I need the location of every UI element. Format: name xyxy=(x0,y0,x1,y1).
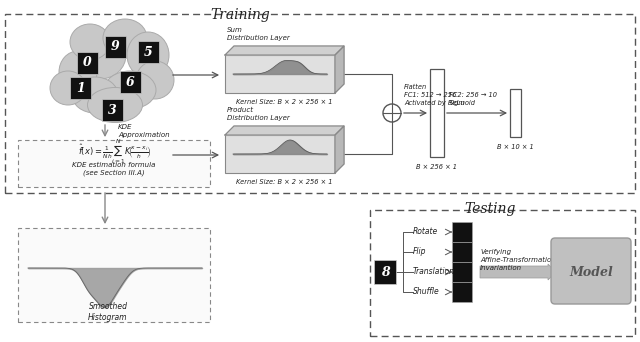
Bar xyxy=(102,99,123,121)
Bar xyxy=(374,260,396,284)
FancyBboxPatch shape xyxy=(551,238,631,304)
Text: Training: Training xyxy=(210,8,270,22)
Text: Kernel Size: B × 2 × 256 × 1: Kernel Size: B × 2 × 256 × 1 xyxy=(236,179,332,185)
Bar xyxy=(430,69,444,157)
Text: 5: 5 xyxy=(144,45,153,58)
Bar xyxy=(225,55,335,93)
Bar xyxy=(225,135,335,173)
Bar xyxy=(105,36,126,58)
Bar xyxy=(510,89,521,137)
Text: Flatten
FC1: 512 → 256
Activated by ReLu: Flatten FC1: 512 → 256 Activated by ReLu xyxy=(404,84,465,106)
Bar xyxy=(18,140,210,187)
Text: Smoothed
Histogram: Smoothed Histogram xyxy=(88,302,128,323)
Text: Translation: Translation xyxy=(413,267,455,276)
Bar xyxy=(77,52,98,74)
Text: B × 256 × 1: B × 256 × 1 xyxy=(417,164,458,170)
Bar xyxy=(452,262,472,282)
Text: 1: 1 xyxy=(76,81,85,94)
Text: Shuffle: Shuffle xyxy=(413,288,440,297)
Ellipse shape xyxy=(59,51,97,93)
Text: B × 10 × 1: B × 10 × 1 xyxy=(497,144,534,150)
Bar xyxy=(18,228,210,322)
Bar xyxy=(452,242,472,262)
Text: KDE estimation formula
(see Section III.A): KDE estimation formula (see Section III.… xyxy=(72,162,156,176)
Text: Testing: Testing xyxy=(464,202,516,216)
Text: Flip: Flip xyxy=(413,248,426,256)
Ellipse shape xyxy=(103,19,147,57)
Bar xyxy=(452,282,472,302)
Bar xyxy=(138,41,159,63)
Ellipse shape xyxy=(127,32,169,78)
Bar xyxy=(370,210,635,336)
Text: FC2: 256 → 10
Sigmoid: FC2: 256 → 10 Sigmoid xyxy=(449,92,497,106)
Ellipse shape xyxy=(50,71,86,105)
Text: $\hat{f}(x) = \frac{1}{Nh}\sum_{i=1}^{N}K\!\left(\!\frac{x-x_i}{h}\!\right)$: $\hat{f}(x) = \frac{1}{Nh}\sum_{i=1}^{N}… xyxy=(77,137,150,167)
Bar xyxy=(70,77,91,99)
Ellipse shape xyxy=(74,31,126,79)
Text: Model: Model xyxy=(569,266,613,279)
Bar xyxy=(452,222,472,242)
Text: Product
Distribution Layer: Product Distribution Layer xyxy=(227,107,290,121)
Text: Kernel Size: B × 2 × 256 × 1: Kernel Size: B × 2 × 256 × 1 xyxy=(236,99,332,105)
Polygon shape xyxy=(225,126,344,135)
Ellipse shape xyxy=(72,77,118,113)
Text: Rotate: Rotate xyxy=(413,227,438,237)
Text: 0: 0 xyxy=(83,56,92,69)
Polygon shape xyxy=(335,46,344,93)
Text: 3: 3 xyxy=(108,104,117,117)
Ellipse shape xyxy=(136,61,174,99)
Bar xyxy=(5,14,635,193)
FancyArrow shape xyxy=(480,264,556,280)
Text: Verifying
Affine-Transformation-
Invariantion: Verifying Affine-Transformation- Invaria… xyxy=(480,249,558,271)
Polygon shape xyxy=(225,46,344,55)
Text: 8: 8 xyxy=(381,265,389,278)
Text: 6: 6 xyxy=(126,76,135,89)
Bar xyxy=(120,71,141,93)
Text: KDE
Approximation: KDE Approximation xyxy=(118,124,170,137)
Ellipse shape xyxy=(104,71,156,109)
Ellipse shape xyxy=(88,88,143,122)
Circle shape xyxy=(383,104,401,122)
Ellipse shape xyxy=(70,24,110,60)
Text: 9: 9 xyxy=(111,40,120,53)
Polygon shape xyxy=(335,126,344,173)
Text: Sum
Distribution Layer: Sum Distribution Layer xyxy=(227,27,290,41)
